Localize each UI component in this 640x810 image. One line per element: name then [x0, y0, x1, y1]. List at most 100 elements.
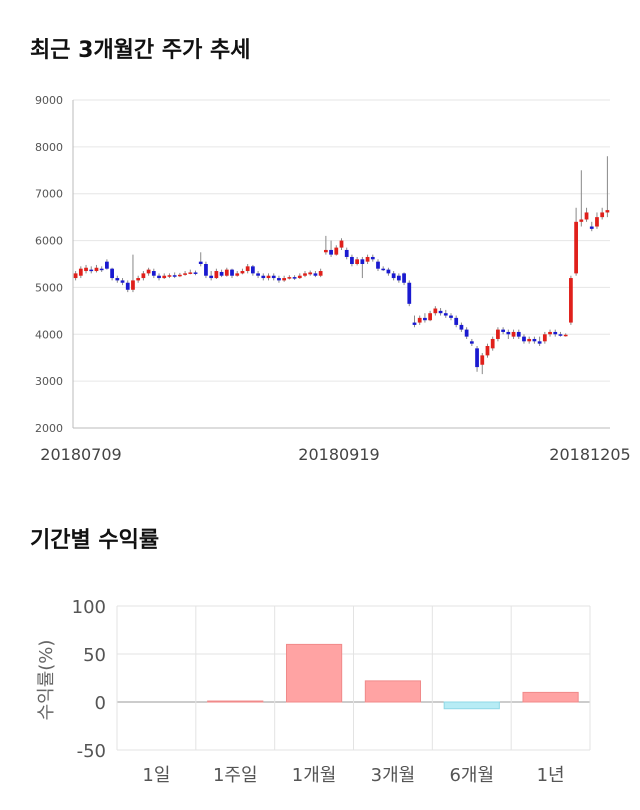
candle-body	[355, 259, 360, 264]
returns-y-tick-label: 0	[95, 693, 106, 714]
candle-body	[365, 256, 370, 262]
candle-body	[214, 271, 219, 279]
returns-bar	[285, 643, 343, 703]
returns-x-tick-label: 1주일	[213, 765, 258, 786]
candle-body	[334, 247, 339, 255]
candle-body	[574, 221, 578, 274]
price-trend-title: 최근 3개월간 주가 추세	[30, 38, 251, 63]
candle-body	[339, 240, 344, 248]
returns-x-tick-label: 6개월	[449, 765, 494, 786]
price-x-tick-label: 20180919	[298, 445, 379, 464]
candle-body	[261, 275, 266, 279]
candle-body	[563, 334, 568, 337]
candle-body	[407, 282, 412, 304]
returns-bar	[522, 691, 579, 703]
price-y-tick-label: 2000	[35, 422, 63, 435]
candle-body	[89, 269, 94, 272]
candle-body	[219, 271, 224, 276]
candle-body	[542, 334, 547, 342]
candle-body	[240, 271, 245, 274]
returns-y-tick-label: 50	[83, 645, 106, 666]
candle-body	[204, 264, 208, 276]
candle-body	[527, 338, 532, 342]
price-x-tick-label: 20180709	[40, 445, 121, 464]
candle-body	[402, 273, 406, 283]
candle-body	[308, 272, 313, 275]
candle-body	[120, 280, 125, 283]
candle-body	[449, 315, 453, 318]
candle-body	[136, 278, 141, 281]
candle-body	[303, 273, 307, 276]
candle-body	[605, 210, 610, 213]
candle-body	[386, 269, 391, 274]
candle-body	[469, 341, 474, 344]
candle-body	[417, 317, 422, 323]
price-y-tick-label: 9000	[35, 94, 63, 107]
candle-body	[73, 273, 78, 279]
returns-x-tick-label: 3개월	[371, 765, 416, 786]
candle-body	[344, 249, 349, 257]
candle-body	[360, 259, 365, 264]
candle-body	[595, 217, 599, 227]
candle-body	[115, 278, 120, 281]
candle-body	[250, 266, 255, 274]
candle-body	[423, 317, 427, 321]
candle-body	[141, 273, 146, 279]
returns-x-tick-label: 1년	[537, 765, 565, 786]
candle-body	[454, 317, 459, 325]
candle-body	[292, 277, 297, 279]
candle-body	[548, 331, 552, 335]
candle-body	[256, 273, 260, 276]
candle-body	[277, 278, 281, 281]
candle-body	[490, 338, 495, 349]
price-y-tick-label: 3000	[35, 375, 63, 388]
candle-body	[459, 324, 464, 330]
candle-body	[172, 275, 177, 277]
candle-body	[381, 268, 386, 271]
candle-body	[370, 256, 375, 260]
candle-body	[84, 267, 88, 272]
candle-body	[516, 331, 521, 337]
returns-x-tick-label: 1일	[142, 765, 170, 786]
candle-body	[313, 273, 318, 276]
returns-bar	[443, 701, 500, 710]
candle-body	[485, 346, 490, 356]
candle-body	[464, 329, 469, 337]
candle-body	[188, 272, 193, 274]
candle-body	[412, 322, 417, 325]
candle-body	[110, 268, 114, 279]
candle-body	[193, 272, 198, 274]
candle-body	[506, 331, 511, 335]
candle-body	[376, 261, 380, 269]
candle-body	[162, 275, 167, 279]
returns-y-tick-label: -50	[77, 741, 106, 762]
candle-body	[271, 275, 276, 279]
candle-body	[266, 275, 271, 279]
candle-body	[245, 266, 250, 272]
candle-body	[329, 249, 333, 255]
candle-body	[589, 226, 594, 229]
candle-body	[323, 249, 328, 253]
candle-body	[600, 212, 605, 218]
candle-body	[569, 278, 573, 323]
candle-body	[230, 269, 234, 276]
returns-y-tick-label: 100	[72, 597, 106, 618]
candle-body	[496, 329, 500, 339]
candle-body	[183, 273, 187, 275]
candle-body	[501, 329, 505, 332]
candle-body	[151, 271, 156, 276]
price-y-tick-label: 6000	[35, 235, 63, 248]
candle-body	[99, 268, 104, 271]
candle-body	[235, 273, 240, 276]
price-y-tick-label: 5000	[35, 281, 63, 294]
candle-body	[537, 341, 542, 344]
candle-body	[167, 275, 172, 277]
returns-x-tick-label: 1개월	[292, 765, 337, 786]
candle-body	[579, 219, 584, 222]
candle-body	[584, 212, 589, 220]
candle-body	[350, 256, 354, 264]
candle-body	[480, 355, 485, 365]
returns-y-axis-label: 수익률(%)	[36, 640, 57, 721]
candle-body	[209, 275, 214, 279]
